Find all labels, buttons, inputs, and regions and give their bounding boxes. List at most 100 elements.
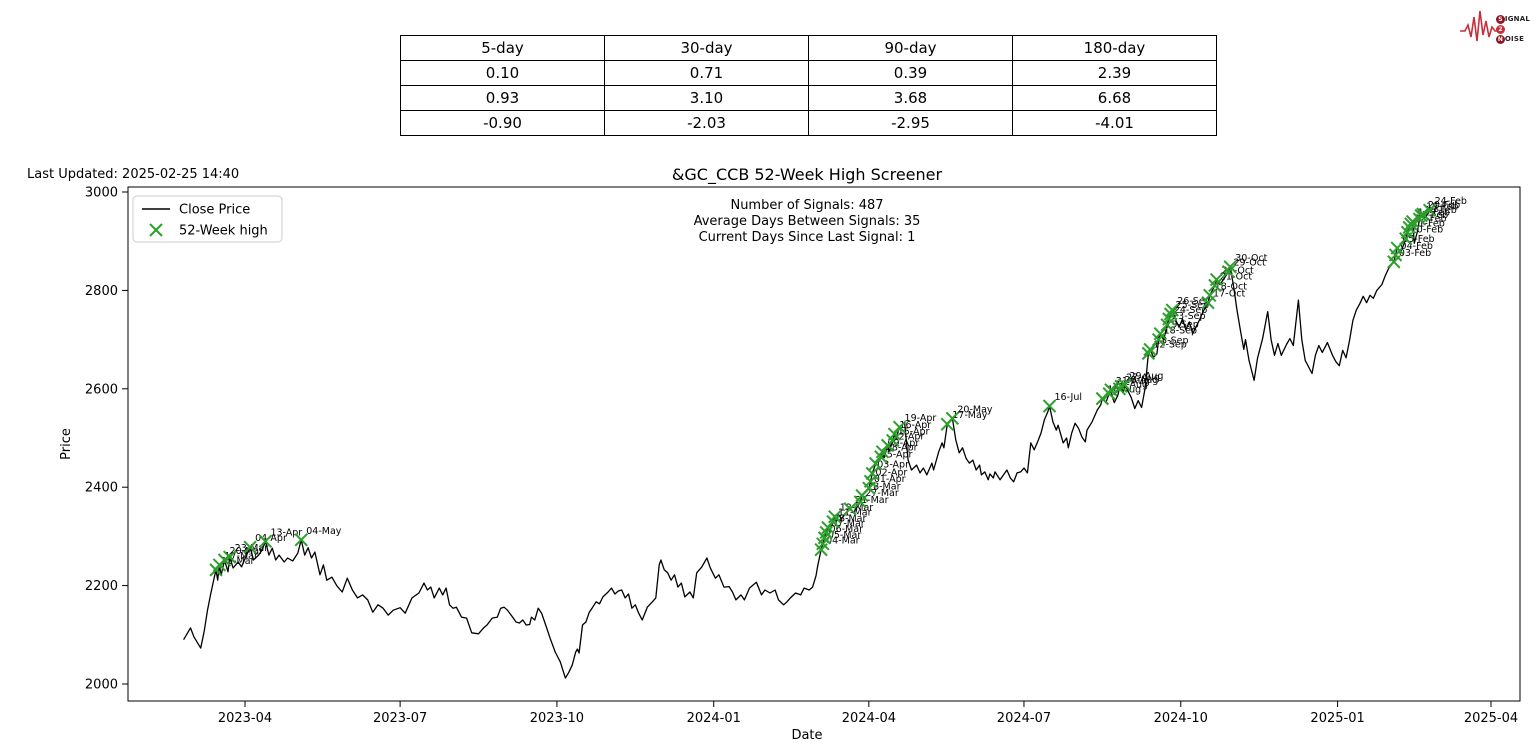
signal-x-marker	[863, 474, 878, 489]
signal-date-annotation: 13-Apr	[270, 527, 302, 538]
y-axis-label: Price	[59, 428, 74, 460]
s2n-logo: S IGNAL 2 N OISE	[1458, 5, 1530, 53]
signal-x-marker	[1117, 378, 1132, 392]
table-header-cell: 90-day	[808, 35, 1013, 61]
signal-date-annotation: 22-Oct	[1222, 266, 1254, 277]
signal-date-annotation: 21-Aug	[1116, 376, 1150, 387]
legend-x-marker-sample	[149, 223, 163, 237]
y-tick-label: 2400	[85, 481, 118, 496]
signal-date-annotation: 05-Feb	[1402, 234, 1434, 245]
signal-date-annotation: 12-Sep	[1153, 339, 1186, 350]
signal-date-annotation: 21-Oct	[1220, 271, 1252, 282]
signal-date-annotation: 24-Sep	[1174, 305, 1207, 316]
legend-label-52-week-high: 52-Week high	[179, 224, 268, 239]
x-tick-label: 2025-01	[1310, 711, 1364, 726]
signal-date-annotation: 04-Feb	[1401, 241, 1433, 252]
table-cell: 2.39	[1012, 60, 1217, 86]
signal-date-annotation: 09-Apr	[887, 438, 919, 449]
signal-date-annotation: 19-Sep	[1165, 320, 1198, 331]
signal-x-marker	[1141, 346, 1156, 361]
signal-x-marker	[1104, 383, 1118, 397]
signal-date-annotation: 15-Apr	[898, 426, 930, 437]
logo-2-badge: 2	[1495, 24, 1505, 34]
signal-date-annotation: 19-Apr	[905, 413, 937, 424]
legend-label-close-price: Close Price	[179, 203, 250, 218]
signal-date-annotation: 18-Sep	[1164, 326, 1197, 337]
signal-date-annotation: 21-Mar	[855, 495, 889, 506]
chart-subtitle-line: Number of Signals: 487	[730, 198, 883, 213]
signal-date-annotation: 25-Sep	[1176, 300, 1209, 311]
table-cell: 3.68	[808, 85, 1013, 111]
signal-date-annotation: 27-Mar	[865, 488, 899, 499]
signal-x-marker	[1422, 203, 1437, 217]
signal-date-annotation: 08-Mar	[833, 514, 867, 525]
last-updated-text: Last Updated: 2025-02-25 14:40	[27, 167, 240, 182]
chart-title: &GC_CCB 52-Week High Screener	[672, 165, 943, 185]
signal-date-annotation: 13-Sep	[1155, 335, 1188, 346]
signal-date-annotation: 02-Apr	[876, 467, 908, 478]
signal-date-annotation: 07-Mar	[831, 518, 865, 529]
signal-date-annotation: 04-Apr	[255, 533, 287, 544]
signal-date-annotation: 26-Sep	[1177, 296, 1210, 307]
x-axis-label: Date	[791, 728, 822, 743]
logo-n-badge: N	[1495, 34, 1505, 44]
signal-x-marker	[828, 510, 842, 524]
table-cell: 0.39	[808, 60, 1013, 86]
signal-date-annotation: 17-May	[952, 410, 988, 421]
s2n-logo-text: S IGNAL 2 N OISE	[1495, 14, 1530, 44]
signal-x-marker	[1114, 379, 1128, 394]
signal-date-annotation: 17-Mar	[224, 551, 258, 562]
x-tick-label: 2023-10	[530, 711, 584, 726]
x-tick-label: 2024-04	[842, 711, 896, 726]
signal-x-marker	[945, 411, 960, 426]
logo-noise-text: OISE	[1504, 35, 1525, 43]
signal-date-annotation: 12-Mar	[840, 503, 874, 514]
table-row: 0.93 3.10 3.68 6.68	[400, 85, 1217, 111]
signal-x-marker	[1165, 303, 1179, 317]
signal-date-annotation: 05-Mar	[828, 530, 862, 541]
signal-date-annotation: 04-Mar	[826, 536, 860, 547]
x-tick-label: 2024-10	[1154, 711, 1208, 726]
table-cell: -2.03	[604, 110, 809, 136]
logo-signal-text: IGNAL	[1504, 15, 1530, 23]
signal-date-annotation: 27-Aug	[1126, 372, 1160, 383]
x-tick-label: 2023-04	[218, 711, 272, 726]
table-cell: 6.68	[1012, 85, 1217, 111]
y-tick-label: 2600	[85, 382, 118, 397]
chart-subtitle-line: Average Days Between Signals: 35	[694, 214, 921, 229]
signal-x-marker	[865, 466, 879, 481]
signal-date-annotation: 08-Apr	[886, 443, 918, 454]
plot-frame	[127, 186, 1521, 702]
signal-x-marker	[1209, 272, 1224, 287]
signal-x-marker	[1223, 260, 1237, 274]
signal-date-annotation: 05-Apr	[881, 450, 913, 461]
signal-date-annotation: 03-Apr	[877, 459, 909, 470]
x-tick-label: 2024-01	[687, 711, 741, 726]
chart-subtitle-line: Current Days Since Last Signal: 1	[699, 230, 916, 245]
logo-s-badge: S	[1495, 14, 1505, 24]
signal-x-marker	[294, 533, 308, 547]
signal-date-annotation: 12-Feb	[1414, 213, 1446, 224]
signal-date-annotation: 17-Oct	[1213, 289, 1245, 300]
table-cell: 0.10	[400, 60, 605, 86]
table-row: -0.90 -2.03 -2.95 -4.01	[400, 110, 1217, 136]
signal-date-annotation: 19-Feb	[1426, 202, 1458, 213]
signal-date-annotation: 18-Oct	[1215, 281, 1247, 292]
signal-date-annotation: 06-Mar	[830, 524, 864, 535]
signal-x-marker	[1153, 326, 1168, 341]
table-row: 0.10 0.71 0.39 2.39	[400, 60, 1217, 86]
table-header-cell: 5-day	[400, 35, 605, 61]
s2n-waveform-icon	[1459, 10, 1499, 42]
signal-date-annotation: 20-May	[957, 404, 993, 415]
signal-x-marker	[887, 427, 902, 441]
signal-date-annotation: 30-Oct	[1235, 253, 1267, 264]
y-tick-label: 3000	[85, 186, 118, 201]
y-tick-label: 2000	[85, 678, 118, 693]
signal-date-annotation: 11-Feb	[1412, 218, 1444, 229]
signal-date-annotation: 24-Feb	[1435, 196, 1467, 207]
table-cell: -0.90	[400, 110, 605, 136]
signal-x-marker	[1102, 387, 1116, 401]
signal-date-annotation: 18-Feb	[1424, 205, 1456, 216]
signal-date-annotation: 29-Oct	[1234, 258, 1266, 269]
signal-x-marker	[258, 534, 273, 549]
